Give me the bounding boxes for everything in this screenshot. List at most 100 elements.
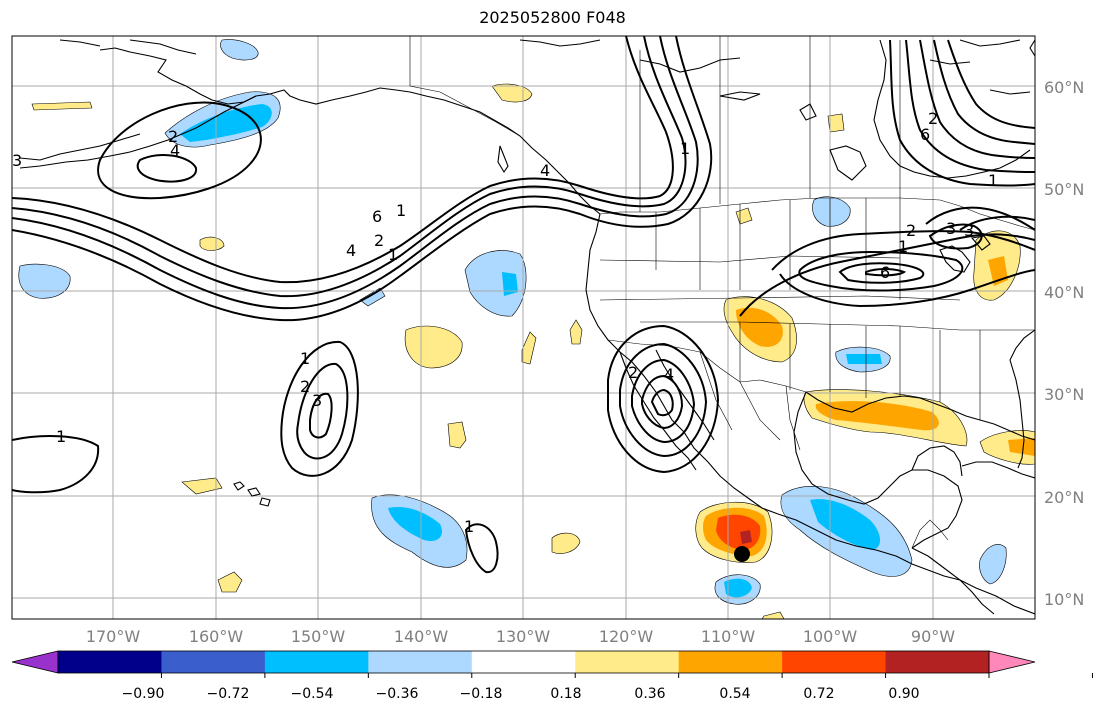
colorbar-tick-label: −0.54 — [291, 686, 334, 702]
shade-pos-7 — [447, 421, 467, 449]
shade-gulf-neg-core — [846, 354, 882, 364]
colorbar-frame — [57, 650, 990, 674]
contour-pac-1a — [12, 435, 100, 494]
colorbar-block — [161, 651, 266, 673]
lon-label-90w: 90°W — [911, 627, 955, 646]
shade-pos-5 — [521, 331, 537, 365]
coast-west-us — [585, 213, 1035, 615]
colorbar-extend-max — [988, 650, 1036, 674]
lat-label-30: 30°N — [1044, 385, 1084, 404]
coast-baja — [619, 351, 697, 471]
shade-sw-pos-core — [736, 307, 783, 347]
coast-hawaii — [233, 481, 271, 507]
shade-fl-pos-core — [1008, 438, 1035, 456]
contour-label-layer: 1 2 4 6 1 2 3 4 1 1 2 3 4 1 2 4 6 1 2 3 … — [12, 109, 998, 536]
colorbar-tick-label: −0.36 — [376, 686, 419, 702]
contour-label: 1 — [56, 427, 66, 446]
colorbar-tick-label: 0.54 — [719, 686, 750, 702]
contour-label: 1 — [464, 517, 474, 536]
shade-epac-neg-core — [724, 578, 752, 598]
border-central-america — [911, 519, 949, 549]
lon-label-130w: 130°W — [496, 627, 551, 646]
shading-layer — [18, 39, 1035, 619]
contour-baja-2 — [619, 342, 708, 458]
contour-label: 6 — [880, 263, 890, 282]
colorbar-tick-label: −0.18 — [460, 686, 503, 702]
contour-plains-6 — [865, 268, 907, 277]
shade-mex-neg-core — [810, 499, 881, 550]
coast-nunavut — [639, 57, 741, 73]
contours — [12, 36, 1035, 574]
contour-pac-high-2 — [296, 362, 349, 460]
contour-baja-4 — [641, 374, 684, 430]
contour-label: 6 — [372, 207, 382, 226]
colorbar-block — [575, 651, 680, 673]
colorbar-block — [471, 651, 576, 673]
coast-gulf-mexico — [805, 391, 1035, 441]
shade-pos-3 — [199, 236, 225, 251]
shade-alaska-neg-core — [180, 104, 272, 142]
coast-central-america — [911, 547, 995, 615]
shade-pos-6 — [569, 319, 583, 345]
contour-label: 2 — [374, 231, 384, 250]
shade-pos-2 — [491, 83, 533, 103]
colorbar-blocks — [11, 650, 1036, 674]
lat-label-20: 20°N — [1044, 488, 1084, 507]
contour-pac-high-3 — [309, 392, 333, 439]
colorbar-block — [264, 651, 369, 673]
coast-banks — [719, 91, 867, 181]
coastlines — [19, 39, 1035, 615]
contour-baja-3 — [631, 358, 696, 444]
coast-arctic — [519, 39, 601, 47]
contour-plains-3 — [779, 269, 1035, 308]
lon-label-110w: 110°W — [701, 627, 756, 646]
shade-epac-pos-south — [761, 611, 785, 619]
lat-label-40: 40°N — [1044, 283, 1084, 302]
colorbar-tick-label: 0.18 — [550, 686, 581, 702]
colorbar-tick-label: −0.72 — [207, 686, 250, 702]
colorbar-block — [368, 651, 473, 673]
contour-label: 1 — [396, 201, 406, 220]
map-title: 2025052800 F048 — [479, 8, 626, 27]
contour-label: 2 — [928, 109, 938, 128]
shade-pac-neg-2-core — [502, 272, 518, 296]
lon-label-160w: 160°W — [189, 627, 244, 646]
colorbar-extend-min — [11, 650, 59, 674]
contour-label: 3 — [946, 219, 956, 238]
shade-bering-neg — [220, 39, 259, 61]
contour-plains-5 — [838, 262, 925, 284]
border-mexico-states — [699, 351, 801, 451]
shade-pos-10 — [551, 532, 581, 554]
border-alaska-canada — [409, 36, 521, 137]
coast-cuba — [961, 461, 1035, 479]
grid-lines — [12, 36, 1035, 619]
contour-label: 3 — [312, 391, 322, 410]
coast-gulf-california — [655, 349, 715, 441]
lat-label-60: 60°N — [1044, 78, 1084, 97]
contour-canada-3 — [919, 39, 1035, 159]
border-states-1 — [655, 198, 901, 300]
colorbar: −0.90 −0.72 −0.54 −0.36 −0.18 0.18 0.36 … — [11, 650, 1093, 702]
shade-idaho-neg — [812, 196, 851, 227]
lon-label-150w: 150°W — [291, 627, 346, 646]
colorbar-tick-labels: −0.90 −0.72 −0.54 −0.36 −0.18 0.18 0.36 … — [122, 686, 920, 702]
coast-yucatan — [911, 445, 963, 477]
contour-ne-1 — [959, 215, 1035, 231]
contour-label: 2 — [168, 127, 178, 146]
contour-canada-2 — [905, 39, 1035, 173]
contour-alaska-ring — [97, 101, 262, 200]
contour-label: 2 — [628, 363, 638, 382]
contour-label: 1 — [680, 139, 690, 158]
contour-pac-1b — [464, 523, 499, 574]
lon-label-170w: 170°W — [86, 627, 141, 646]
storm-center-dot — [734, 546, 750, 562]
latitude-labels: 60°N 50°N 40°N 30°N 20°N 10°N — [1044, 78, 1084, 609]
lon-label-140w: 140°W — [394, 627, 449, 646]
contour-canada-1 — [889, 39, 1035, 187]
border-us-mexico — [607, 339, 807, 393]
contour-pac-high-1 — [280, 340, 359, 477]
lat-label-50: 50°N — [1044, 180, 1084, 199]
coast-mexico-gulf — [793, 391, 963, 549]
colorbar-tick-label: −0.90 — [122, 686, 165, 702]
contour-label: 3 — [964, 221, 974, 240]
